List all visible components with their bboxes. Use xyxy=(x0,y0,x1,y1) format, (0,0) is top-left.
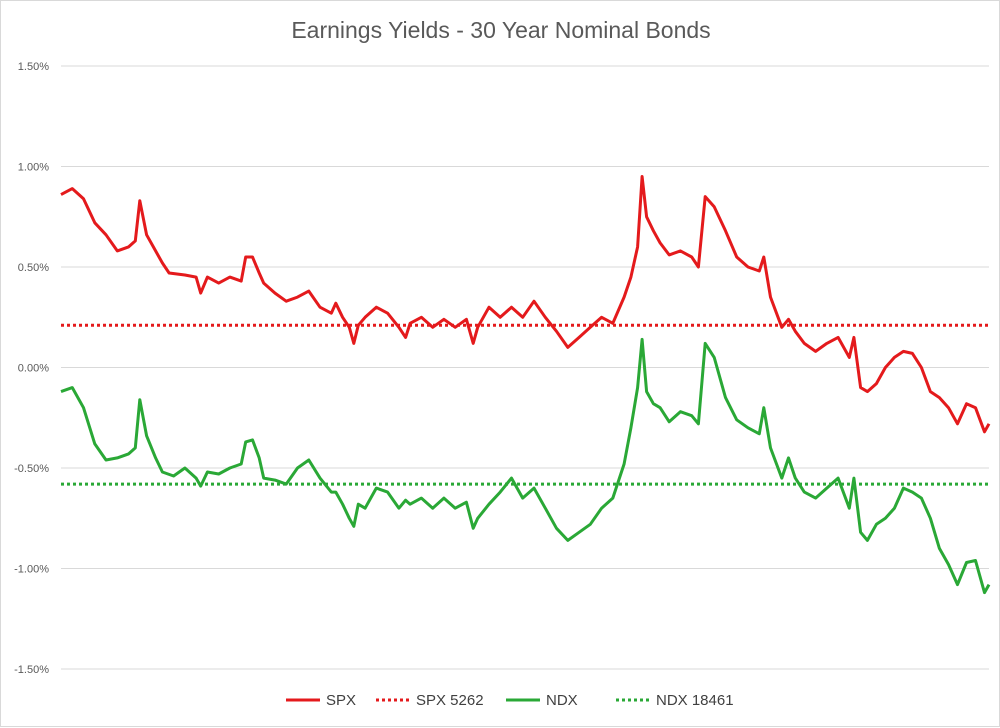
y-tick-label: 0.00% xyxy=(18,363,49,375)
legend-label: NDX xyxy=(546,692,578,709)
gridlines xyxy=(61,65,989,670)
legend-label: SPX xyxy=(326,692,356,709)
series-spx xyxy=(60,175,991,434)
chart-title: Earnings Yields - 30 Year Nominal Bonds xyxy=(291,17,711,43)
legend: SPX SPX 5262 NDX NDX 18461 xyxy=(286,692,734,709)
legend-label: NDX 18461 xyxy=(656,692,734,709)
y-tick-label: -1.00% xyxy=(14,564,49,576)
y-tick-label: -1.50% xyxy=(14,664,49,676)
y-tick-label: -0.50% xyxy=(14,463,49,475)
y-tick-label: 1.50% xyxy=(18,61,49,73)
y-axis-tick-labels: 1.50% 1.00% 0.50% 0.00% -0.50% -1.00% -1.50% xyxy=(14,61,49,676)
y-tick-label: 0.50% xyxy=(18,262,49,274)
legend-label: SPX 5262 xyxy=(416,692,484,709)
series-lines xyxy=(60,175,991,595)
y-tick-label: 1.00% xyxy=(18,162,49,174)
series-ndx xyxy=(60,337,991,595)
